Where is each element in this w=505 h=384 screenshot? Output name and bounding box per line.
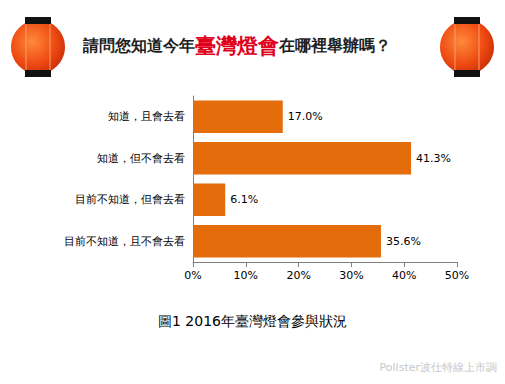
svg-text:目前不知道，且不會去看: 目前不知道，且不會去看 — [64, 235, 185, 248]
svg-text:0%: 0% — [184, 269, 201, 282]
svg-text:35.6%: 35.6% — [386, 235, 421, 248]
svg-text:臺灣燈會: 臺灣燈會 — [195, 34, 279, 58]
svg-text:Pollster波仕特線上市調: Pollster波仕特線上市調 — [380, 361, 497, 374]
svg-text:在哪裡舉辦嗎？: 在哪裡舉辦嗎？ — [278, 36, 391, 55]
svg-text:20%: 20% — [286, 269, 310, 282]
svg-text:知道，但不會去看: 知道，但不會去看 — [97, 152, 185, 165]
svg-text:請問您知道今年: 請問您知道今年 — [82, 36, 195, 55]
svg-text:10%: 10% — [234, 269, 258, 282]
svg-text:目前不知道，但會去看: 目前不知道，但會去看 — [75, 193, 185, 206]
svg-text:17.0%: 17.0% — [288, 110, 323, 123]
svg-text:圖1 2016年臺灣燈會參與狀況: 圖1 2016年臺灣燈會參與狀況 — [158, 313, 347, 329]
svg-text:50%: 50% — [445, 269, 469, 282]
svg-text:30%: 30% — [339, 269, 363, 282]
svg-text:6.1%: 6.1% — [230, 193, 258, 206]
svg-text:40%: 40% — [392, 269, 416, 282]
svg-text:41.3%: 41.3% — [416, 152, 451, 165]
svg-text:知道，且會去看: 知道，且會去看 — [108, 110, 185, 123]
